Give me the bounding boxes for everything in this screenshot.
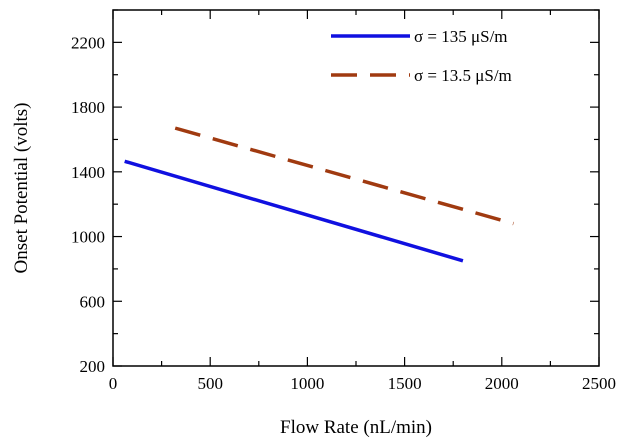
series-line-1	[124, 159, 464, 263]
legend: σ = 135 μS/m σ = 13.5 μS/m	[331, 27, 512, 85]
legend-label-1: σ = 135 μS/m	[414, 27, 508, 46]
y-axis-label: Onset Potential (volts)	[11, 103, 32, 274]
x-tick-label: 2500	[582, 374, 616, 393]
y-tick-labels: 200 600 1000 1400 1800 2200	[71, 33, 105, 376]
y-tick-label: 1000	[71, 228, 105, 247]
x-tick-label: 2000	[485, 374, 519, 393]
plot-frame	[112, 9, 600, 367]
legend-label-2: σ = 13.5 μS/m	[414, 66, 512, 85]
y-tick-label: 1400	[71, 163, 105, 182]
axis-ticks	[112, 9, 600, 367]
x-axis-label: Flow Rate (nL/min)	[280, 417, 432, 438]
x-tick-label: 1000	[290, 374, 324, 393]
x-tick-label: 500	[197, 374, 223, 393]
series-group	[124, 126, 514, 263]
x-tick-label: 1500	[388, 374, 422, 393]
y-tick-label: 2200	[71, 33, 105, 52]
x-tick-label: 0	[109, 374, 118, 393]
y-tick-label: 1800	[71, 98, 105, 117]
x-tick-labels: 0 500 1000 1500 2000 2500	[109, 374, 616, 393]
y-tick-label: 600	[80, 292, 106, 311]
y-tick-label: 200	[80, 357, 106, 376]
series-line-2	[174, 126, 514, 226]
